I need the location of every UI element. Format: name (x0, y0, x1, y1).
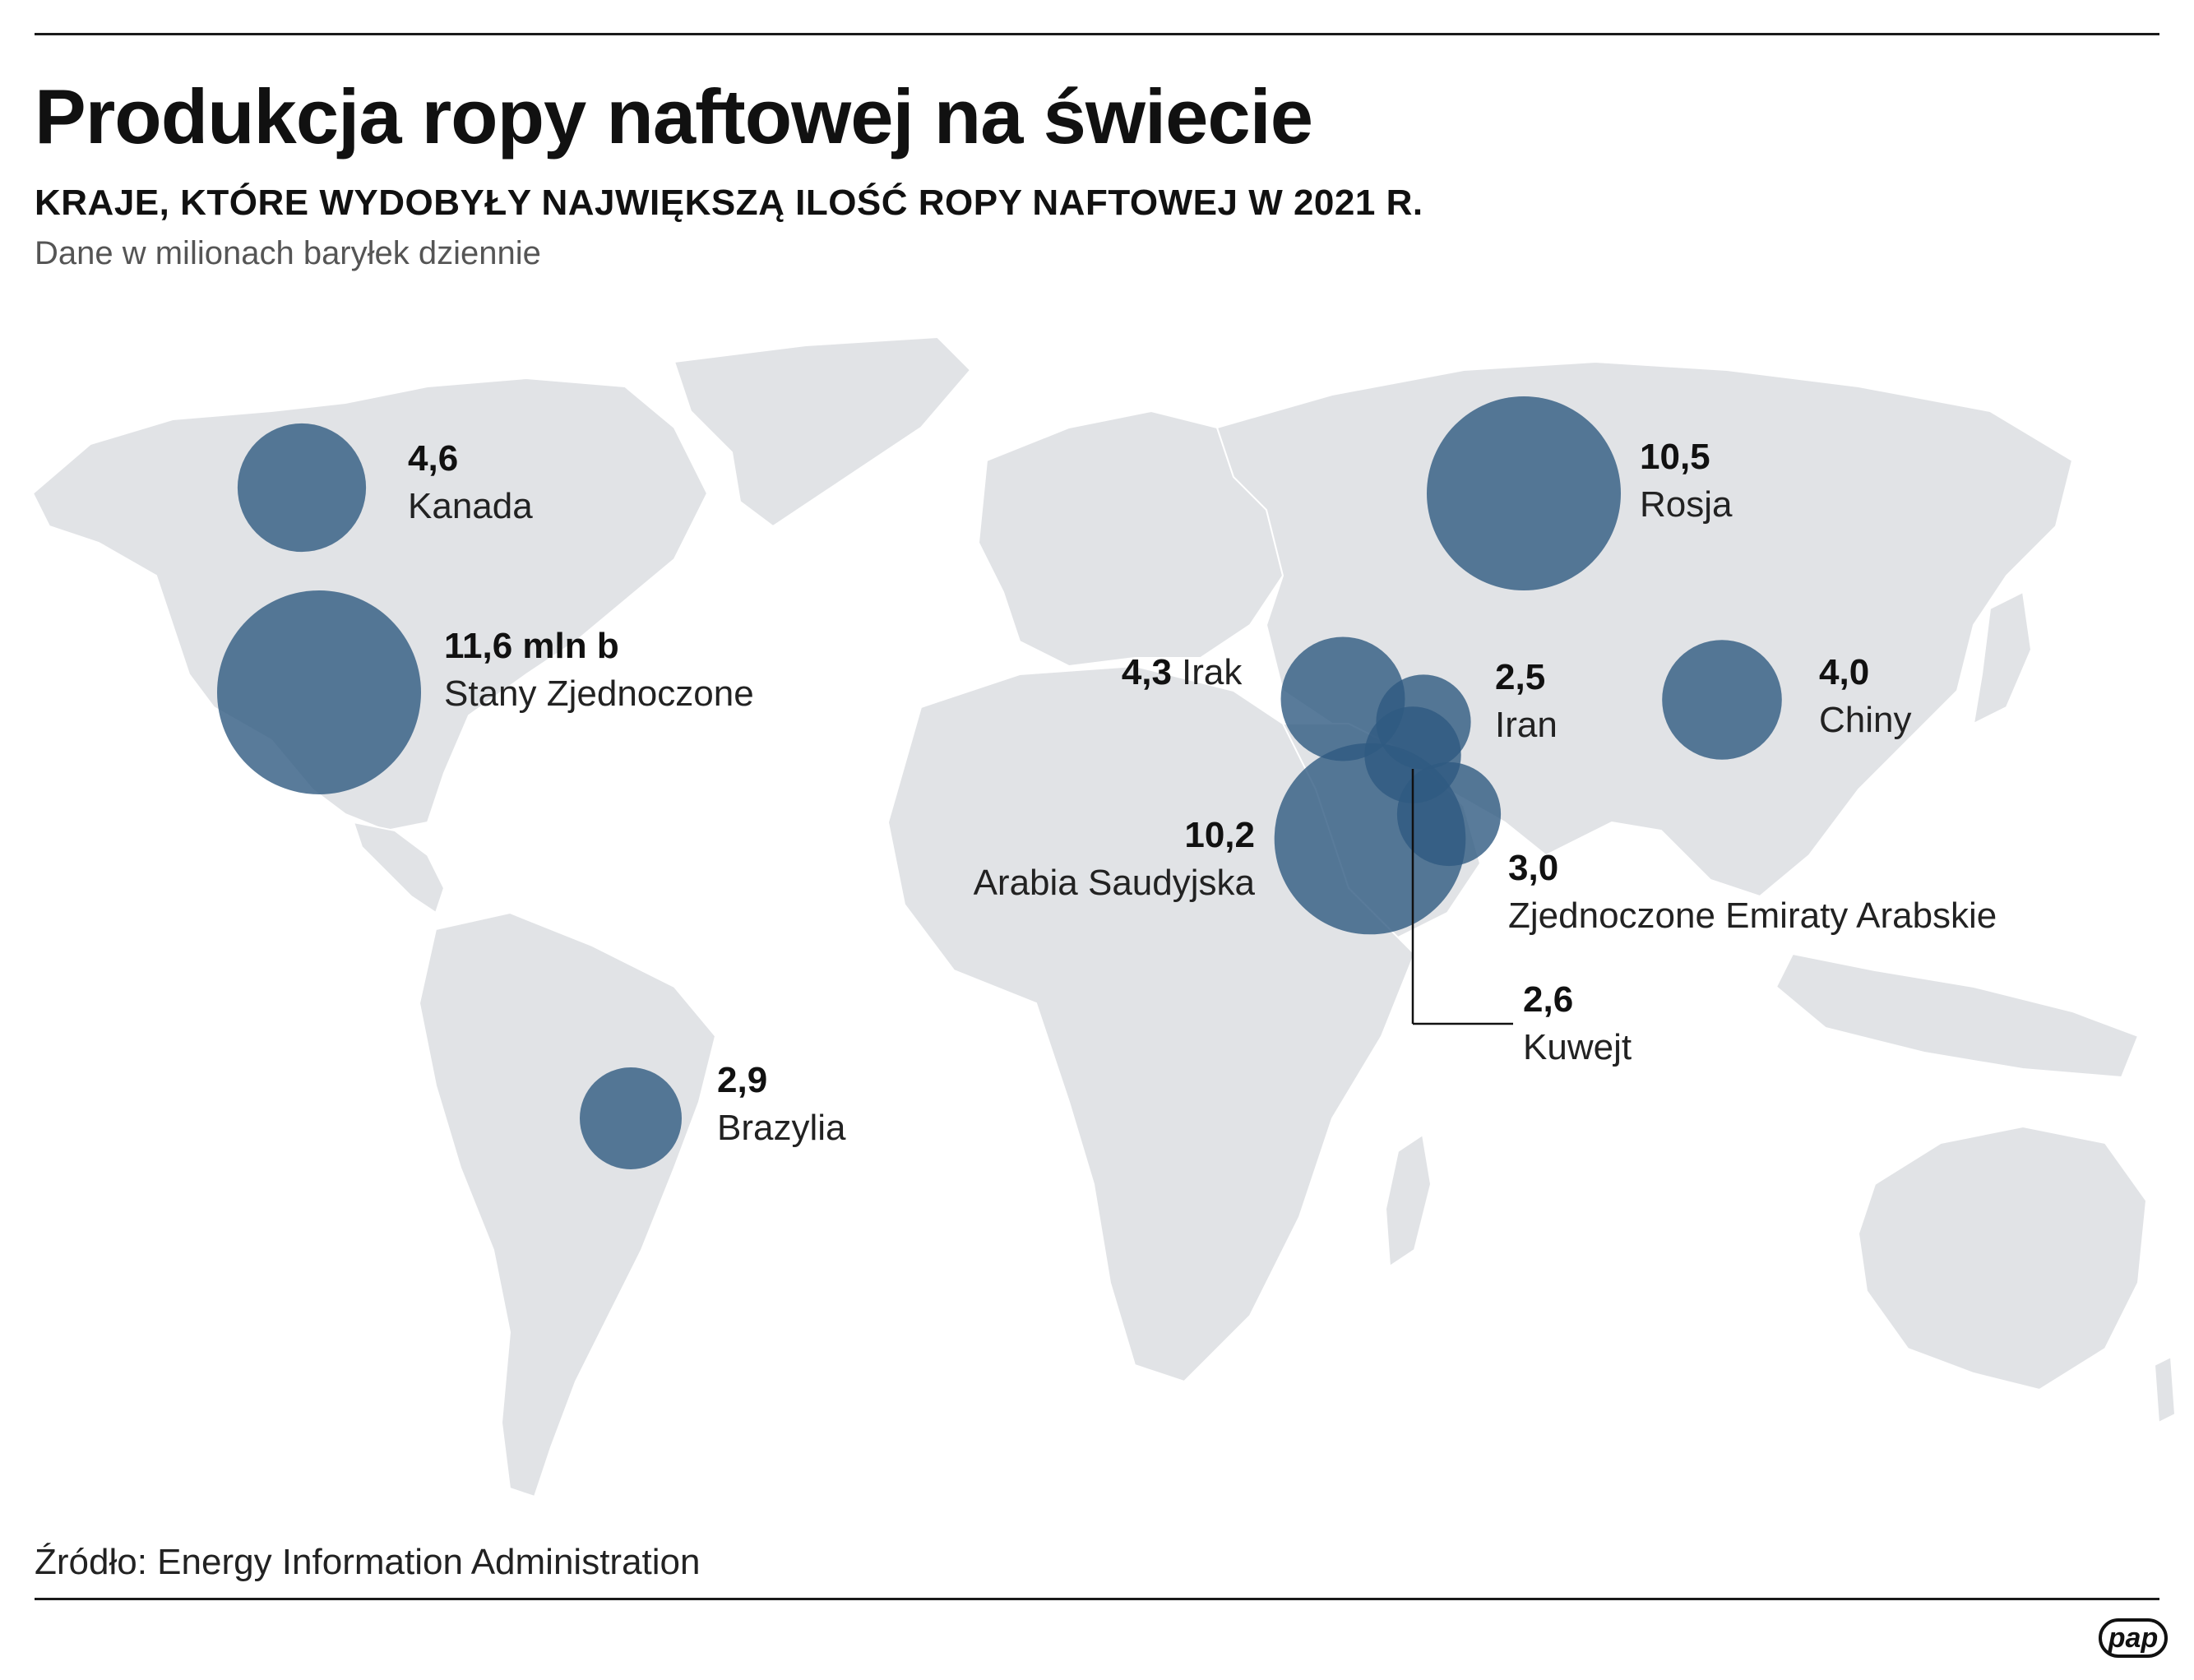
pap-logo: pap (2099, 1618, 2168, 1658)
land-greenland (673, 336, 972, 528)
bubble-layer (217, 396, 1782, 1169)
label-name-saudi: Arabia Saudyjska (974, 863, 1256, 903)
label-name-china: Chiny (1819, 700, 1912, 740)
land-australia (1857, 1125, 2148, 1391)
label-name-usa: Stany Zjednoczone (444, 673, 754, 714)
land-japan (1972, 590, 2033, 725)
label-value-brazil: 2,9 (717, 1060, 767, 1100)
label-name-canada: Kanada (408, 486, 533, 526)
land-central-america (352, 821, 446, 914)
bubble-brazil (580, 1067, 682, 1169)
unit-note: Dane w milionach baryłek dziennie (35, 235, 541, 271)
page-title: Produkcja ropy naftowej na świecie (35, 73, 1313, 160)
bubble-russia (1427, 396, 1621, 590)
label-value-saudi: 10,2 (1184, 815, 1255, 855)
country-labels: 4,6 Kanada 11,6 mln b Stany Zjednoczone … (408, 437, 1997, 1148)
bubble-canada (237, 423, 367, 553)
land-madagascar (1384, 1133, 1433, 1268)
label-name-iran: Iran (1495, 705, 1558, 745)
land-europe (977, 410, 1284, 668)
label-value-usa: 11,6 mln b (444, 626, 619, 666)
bottom-rule (35, 1598, 2159, 1600)
label-value-iraq: 4,3 (1122, 652, 1172, 692)
bubble-usa (217, 590, 421, 794)
label-value-china: 4,0 (1819, 652, 1869, 692)
land-indonesia (1775, 952, 2140, 1079)
top-rule (35, 33, 2159, 35)
land-new-zealand (2153, 1355, 2177, 1424)
source-note: Źródło: Energy Information Administratio… (35, 1542, 701, 1582)
label-name-uae: Zjednoczone Emiraty Arabskie (1508, 896, 1997, 936)
bubble-china (1662, 640, 1782, 760)
label-value-iran: 2,5 (1495, 657, 1545, 697)
label-value-uae: 3,0 (1508, 848, 1558, 888)
label-name-iraq: Irak (1182, 652, 1243, 692)
page-subtitle: KRAJE, KTÓRE WYDOBYŁY NAJWIĘKSZĄ ILOŚĆ R… (35, 183, 1423, 223)
label-name-brazil: Brazylia (717, 1108, 846, 1148)
label-name-kuwait: Kuwejt (1523, 1027, 1632, 1067)
label-value-kuwait: 2,6 (1523, 979, 1573, 1020)
label-name-russia: Rosja (1640, 484, 1733, 525)
label-value-russia: 10,5 (1640, 437, 1710, 477)
bubble-iran (1376, 674, 1471, 770)
land-south-america (418, 911, 717, 1498)
label-value-canada: 4,6 (408, 438, 458, 479)
